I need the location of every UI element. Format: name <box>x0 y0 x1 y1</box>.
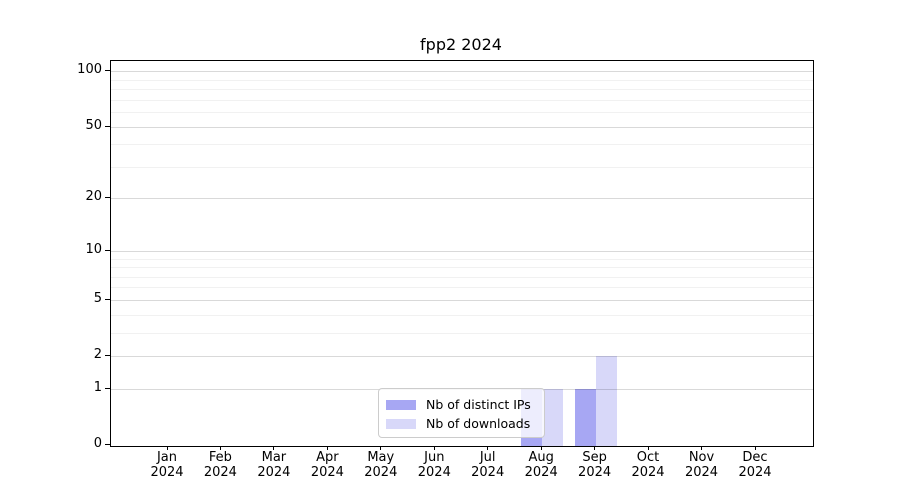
x-axis-tick <box>540 446 542 450</box>
y-tick-label: 50 <box>85 117 102 133</box>
x-tick-label: May 2024 <box>364 450 398 480</box>
x-axis-tick <box>273 446 275 450</box>
legend-label-distinct-ips: Nb of distinct IPs <box>426 397 531 412</box>
bar-downloads <box>595 356 617 446</box>
gridline-major <box>111 250 813 252</box>
x-axis-tick <box>754 446 756 450</box>
x-tick-label: Oct 2024 <box>631 450 665 480</box>
gridline-major <box>111 198 813 200</box>
y-axis-tick <box>105 355 110 356</box>
legend-label-downloads: Nb of downloads <box>426 416 531 431</box>
x-axis-tick <box>487 446 489 450</box>
x-tick-label: Jan 2024 <box>150 450 184 480</box>
gridline-major <box>111 299 813 301</box>
gridline-minor <box>111 89 813 91</box>
x-axis-tick <box>380 446 382 450</box>
chart-title: fpp2 2024 <box>420 35 502 54</box>
y-tick-label: 1 <box>93 379 102 395</box>
x-tick-label: Aug 2024 <box>524 450 558 480</box>
gridline-minor <box>111 166 813 168</box>
gridline-minor <box>111 267 813 268</box>
y-axis-tick <box>105 298 110 300</box>
x-axis-tick <box>594 446 596 450</box>
x-axis-tick <box>647 446 649 450</box>
legend: Nb of distinct IPs Nb of downloads <box>378 388 545 438</box>
x-axis-tick <box>701 446 702 450</box>
gridline-minor <box>111 258 813 260</box>
x-tick-label: Dec 2024 <box>738 450 772 480</box>
legend-item-distinct-ips: Nb of distinct IPs <box>386 395 544 414</box>
gridline-minor <box>111 332 813 334</box>
y-axis-tick <box>105 70 110 72</box>
x-tick-label: Mar 2024 <box>257 450 291 480</box>
gridline-major <box>111 126 813 128</box>
gridline-minor <box>111 287 813 289</box>
gridline-minor <box>111 314 813 316</box>
gridline-minor <box>111 276 813 278</box>
x-tick-label: Jul 2024 <box>471 450 505 480</box>
gridline-minor <box>111 112 813 113</box>
legend-swatch-downloads <box>386 418 416 429</box>
y-tick-label: 10 <box>85 241 102 257</box>
x-tick-label: Feb 2024 <box>203 450 237 480</box>
x-tick-label: Sep 2024 <box>578 450 612 480</box>
y-axis-tick <box>105 387 110 389</box>
x-tick-label: Jun 2024 <box>417 450 451 480</box>
x-axis-tick <box>326 446 328 450</box>
y-axis-tick <box>105 249 110 251</box>
legend-swatch-distinct-ips <box>386 399 416 410</box>
y-tick-label: 2 <box>93 347 102 362</box>
gridline-minor <box>111 144 813 146</box>
y-tick-label: 20 <box>85 189 102 205</box>
x-axis-tick <box>433 446 435 450</box>
gridline-major <box>111 356 813 357</box>
x-tick-label: Nov 2024 <box>684 450 719 480</box>
y-axis-tick <box>105 444 110 445</box>
plot-area <box>110 60 814 447</box>
gridline-minor <box>111 79 813 81</box>
x-tick-label: Apr 2024 <box>310 450 344 480</box>
gridline-major <box>111 71 813 73</box>
y-tick-label: 5 <box>93 290 102 306</box>
y-axis-tick <box>105 197 110 199</box>
y-tick-label: 100 <box>77 62 102 78</box>
gridline-minor <box>111 99 813 101</box>
x-axis-tick <box>166 446 168 450</box>
y-axis-tick <box>105 125 110 127</box>
bar-downloads <box>542 388 564 446</box>
bar-distinct-ips <box>574 388 596 446</box>
legend-item-downloads: Nb of downloads <box>386 414 544 433</box>
x-axis-tick <box>219 446 221 450</box>
y-tick-label: 0 <box>93 436 102 451</box>
